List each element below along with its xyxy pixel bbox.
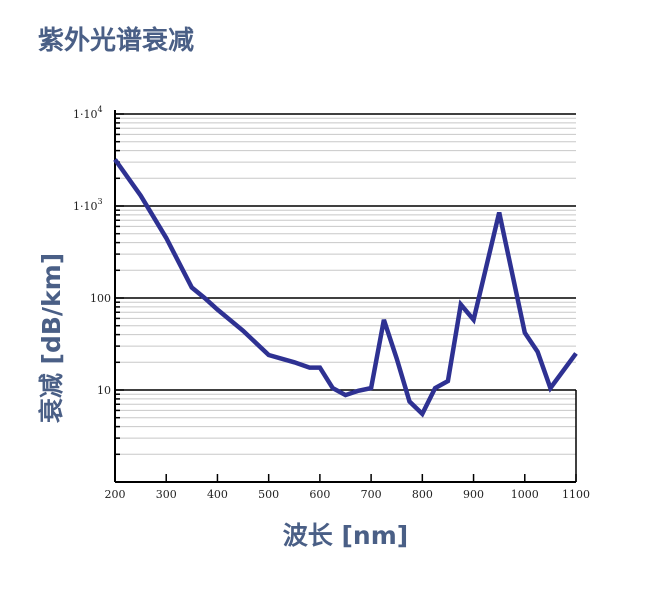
major-grid (115, 113, 576, 391)
x-tick-label: 1100 (562, 488, 590, 501)
y-tick-label: 100 (90, 292, 111, 305)
y-tick-exponent: 3 (98, 197, 103, 206)
x-tick-label: 600 (309, 488, 330, 501)
series-layer (113, 158, 578, 418)
y-tick-label: 10 (97, 384, 111, 397)
x-axis-label: 波长 [nm] (282, 521, 409, 550)
ticks: 10 100 1·103 1·104 200 300 400 500 600 700 800 900 1… (73, 105, 590, 501)
chart-title: 紫外光谱衰减 (38, 26, 195, 56)
y-tick-exponent: 4 (98, 105, 103, 114)
x-tick-label: 200 (105, 488, 126, 501)
x-tick-label: 300 (156, 488, 177, 501)
x-tick-label: 400 (207, 488, 228, 501)
x-tick-label: 800 (412, 488, 433, 501)
x-tick-label: 700 (361, 488, 382, 501)
axes (114, 110, 576, 483)
minor-grid (115, 117, 576, 455)
attenuation-series-line (113, 158, 578, 418)
y-tick-label: 1·104 (73, 105, 103, 121)
x-tick-label: 500 (258, 488, 279, 501)
x-tick-label: 900 (463, 488, 484, 501)
x-tick-label: 1000 (511, 488, 539, 501)
y-tick-label: 1·103 (73, 197, 103, 213)
